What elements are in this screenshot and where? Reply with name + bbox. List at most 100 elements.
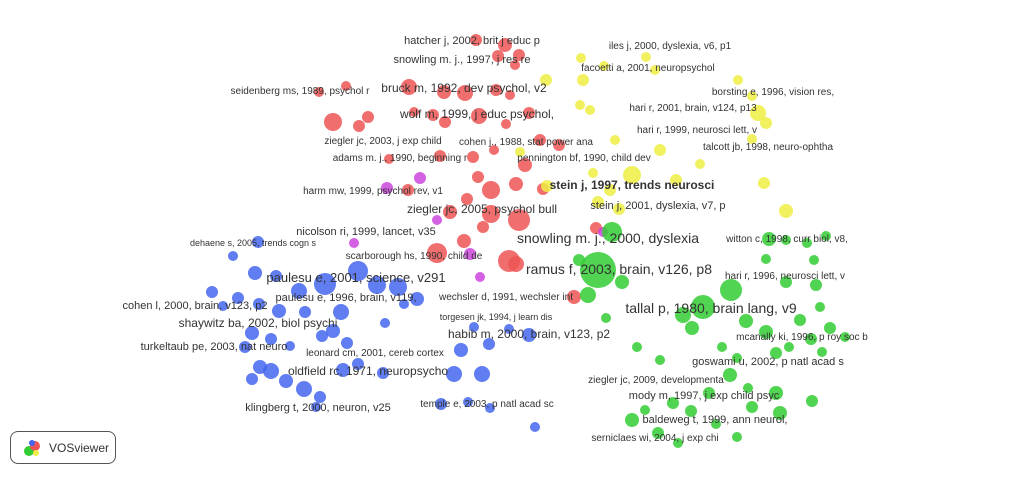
- node-bubble-red[interactable]: [457, 234, 471, 248]
- node-bubble-purple[interactable]: [349, 238, 359, 248]
- node-bubble-blue[interactable]: [485, 403, 495, 413]
- node-bubble-blue[interactable]: [232, 292, 244, 304]
- node-bubble-red[interactable]: [482, 205, 500, 223]
- node-label[interactable]: ziegler jc, 2003, j exp child: [324, 136, 441, 147]
- node-bubble-green[interactable]: [810, 279, 822, 291]
- node-bubble-green[interactable]: [784, 342, 794, 352]
- node-label[interactable]: mody m, 1997, j exp child psyc: [629, 390, 780, 402]
- node-bubble-green[interactable]: [806, 395, 818, 407]
- node-bubble-yellow[interactable]: [760, 117, 772, 129]
- node-label[interactable]: habib m, 2000, brain, v123, p2: [448, 327, 610, 341]
- node-label[interactable]: seidenberg ms, 1989, psychol r: [231, 86, 371, 97]
- node-bubble-blue[interactable]: [389, 278, 407, 296]
- node-bubble-red[interactable]: [353, 120, 365, 132]
- node-label[interactable]: harm mw, 1999, psychol rev, v1: [303, 186, 443, 197]
- node-bubble-yellow[interactable]: [592, 196, 604, 208]
- node-bubble-red[interactable]: [384, 154, 394, 164]
- node-bubble-red[interactable]: [443, 205, 457, 219]
- node-bubble-blue[interactable]: [245, 326, 259, 340]
- node-bubble-red[interactable]: [437, 85, 451, 99]
- node-bubble-red[interactable]: [439, 116, 451, 128]
- node-bubble-purple[interactable]: [475, 272, 485, 282]
- node-bubble-blue[interactable]: [314, 273, 336, 295]
- node-bubble-blue[interactable]: [206, 286, 218, 298]
- node-bubble-yellow[interactable]: [623, 166, 641, 184]
- node-label[interactable]: nicolson ri, 1999, lancet, v35: [296, 226, 435, 238]
- node-bubble-yellow[interactable]: [650, 65, 660, 75]
- node-bubble-red[interactable]: [324, 113, 342, 131]
- node-bubble-blue[interactable]: [522, 328, 536, 342]
- node-label[interactable]: goswami u, 2002, p natl acad s: [692, 356, 844, 368]
- node-label[interactable]: iles j, 2000, dyslexia, v6, p1: [609, 41, 732, 52]
- node-bubble-yellow[interactable]: [599, 61, 609, 71]
- node-bubble-green[interactable]: [762, 232, 776, 246]
- node-label[interactable]: snowling m. j., 1997, j res re: [394, 54, 531, 66]
- node-bubble-blue[interactable]: [530, 422, 540, 432]
- node-bubble-purple[interactable]: [464, 248, 476, 260]
- node-bubble-blue[interactable]: [399, 299, 409, 309]
- node-bubble-green[interactable]: [824, 322, 836, 334]
- node-bubble-blue[interactable]: [352, 358, 364, 370]
- node-bubble-blue[interactable]: [463, 397, 473, 407]
- node-label[interactable]: temple e, 2003, p natl acad sc: [420, 399, 553, 410]
- node-bubble-blue[interactable]: [336, 363, 350, 377]
- node-bubble-yellow[interactable]: [541, 180, 553, 192]
- node-label[interactable]: witton c, 1998, curr biol, v8,: [725, 234, 848, 245]
- node-label[interactable]: hari r, 1996, neurosci lett, v: [725, 271, 845, 282]
- node-bubble-blue[interactable]: [252, 236, 264, 248]
- node-bubble-green[interactable]: [815, 302, 825, 312]
- node-bubble-green[interactable]: [580, 252, 616, 288]
- node-label[interactable]: borsting e, 1996, vision res,: [712, 87, 834, 98]
- node-bubble-red[interactable]: [362, 111, 374, 123]
- node-bubble-yellow[interactable]: [747, 134, 757, 144]
- node-bubble-green[interactable]: [685, 405, 697, 417]
- node-bubble-red[interactable]: [401, 79, 417, 95]
- node-bubble-green[interactable]: [794, 314, 806, 326]
- node-bubble-blue[interactable]: [263, 363, 279, 379]
- node-bubble-green[interactable]: [840, 332, 850, 342]
- node-bubble-red[interactable]: [553, 139, 565, 151]
- node-bubble-red[interactable]: [471, 108, 487, 124]
- node-bubble-green[interactable]: [717, 342, 727, 352]
- node-label[interactable]: snowling m. j., 2000, dyslexia: [517, 230, 699, 246]
- node-bubble-red[interactable]: [457, 85, 473, 101]
- node-bubble-red[interactable]: [489, 145, 499, 155]
- node-bubble-blue[interactable]: [291, 283, 307, 299]
- node-bubble-red[interactable]: [498, 38, 512, 52]
- node-bubble-blue[interactable]: [333, 304, 349, 320]
- node-bubble-yellow[interactable]: [604, 184, 616, 196]
- node-label[interactable]: tallal p, 1980, brain lang, v9: [625, 300, 796, 316]
- node-bubble-yellow[interactable]: [613, 203, 625, 215]
- node-bubble-yellow[interactable]: [695, 159, 705, 169]
- node-bubble-green[interactable]: [743, 383, 753, 393]
- node-bubble-blue[interactable]: [218, 301, 228, 311]
- node-bubble-red[interactable]: [508, 256, 524, 272]
- node-bubble-yellow[interactable]: [747, 91, 757, 101]
- node-bubble-green[interactable]: [601, 313, 611, 323]
- node-label[interactable]: ziegler jc, 2009, developmenta: [588, 375, 724, 386]
- node-bubble-blue[interactable]: [311, 402, 321, 412]
- node-bubble-green[interactable]: [761, 254, 771, 264]
- node-bubble-green[interactable]: [773, 406, 787, 420]
- node-label[interactable]: wolf m, 1999, j educ psychol,: [399, 107, 554, 121]
- node-label[interactable]: bruck m, 1992, dev psychol, v2: [381, 81, 547, 95]
- node-bubble-red[interactable]: [510, 60, 520, 70]
- node-bubble-green[interactable]: [821, 231, 831, 241]
- node-bubble-green[interactable]: [723, 368, 737, 382]
- node-label[interactable]: serniclaes wi, 2004, j exp chi: [591, 433, 718, 444]
- node-bubble-red[interactable]: [492, 50, 504, 62]
- node-bubble-green[interactable]: [675, 307, 691, 323]
- node-bubble-red[interactable]: [490, 84, 502, 96]
- node-bubble-purple[interactable]: [381, 182, 393, 194]
- node-bubble-green[interactable]: [769, 386, 783, 400]
- node-label[interactable]: baldeweg t, 1999, ann neurol,: [643, 414, 788, 426]
- node-bubble-green[interactable]: [720, 279, 742, 301]
- node-bubble-yellow[interactable]: [641, 52, 651, 62]
- node-bubble-blue[interactable]: [270, 270, 282, 282]
- node-label[interactable]: dehaene s, 2005, trends cogn s: [190, 238, 317, 248]
- node-bubble-blue[interactable]: [228, 251, 238, 261]
- node-bubble-red[interactable]: [477, 221, 489, 233]
- node-label[interactable]: oldfield rc, 1971, neuropsycho: [288, 364, 448, 378]
- node-label[interactable]: pennington bf, 1990, child dev: [517, 153, 650, 164]
